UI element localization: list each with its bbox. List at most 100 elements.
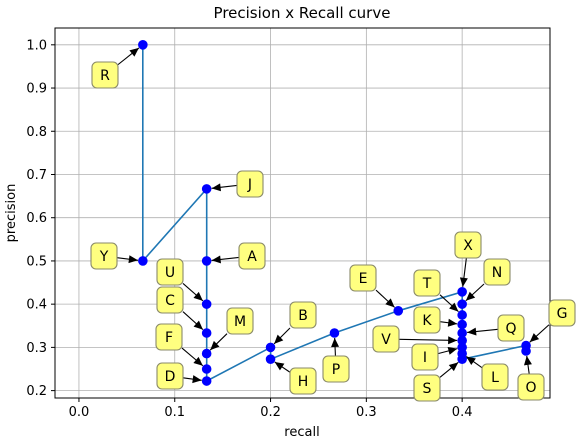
annotation-label: F bbox=[165, 330, 173, 346]
annotation-label: O bbox=[525, 380, 536, 396]
data-point bbox=[265, 342, 276, 353]
annotation-box bbox=[289, 301, 317, 329]
annotation-box bbox=[413, 269, 441, 297]
annotation-arrowhead bbox=[193, 356, 203, 366]
data-point bbox=[201, 299, 212, 309]
annotation-r: R bbox=[91, 47, 140, 89]
x-axis-label: recall bbox=[284, 425, 319, 440]
data-point bbox=[457, 299, 467, 309]
x-tick-label: 0.4 bbox=[452, 405, 473, 420]
annotation-label: J bbox=[247, 177, 252, 193]
annotation-s: S bbox=[413, 361, 459, 402]
data-point bbox=[393, 306, 404, 316]
data-point bbox=[201, 328, 212, 338]
annotation-box bbox=[90, 242, 118, 270]
data-point bbox=[201, 376, 212, 386]
annotation-label: K bbox=[422, 313, 432, 329]
annotation-label: H bbox=[298, 374, 309, 390]
y-tick-label: 1.0 bbox=[26, 38, 47, 53]
annotation-i: I bbox=[411, 343, 458, 371]
annotation-label: X bbox=[463, 238, 473, 254]
annotation-label: S bbox=[423, 381, 432, 397]
data-point bbox=[138, 256, 148, 266]
y-tick-label: 0.9 bbox=[26, 82, 47, 97]
annotation-box bbox=[155, 323, 183, 351]
axis-ticks: 0.0 0.1 0.2 0.3 0.4 0.2 0.3 0.4 0.5 0.6 0.7 0.8 0.9 1… bbox=[26, 38, 472, 420]
annotation-e: E bbox=[349, 264, 395, 308]
annotation-label: L bbox=[491, 370, 499, 386]
data-point bbox=[265, 354, 276, 364]
annotation-box bbox=[372, 325, 400, 353]
annotation-b: B bbox=[273, 301, 317, 345]
annotation-label: Y bbox=[99, 249, 109, 265]
annotation-arrowhead bbox=[459, 277, 468, 287]
annotation-box bbox=[411, 343, 439, 371]
data-point bbox=[329, 328, 340, 338]
annotation-o: O bbox=[517, 355, 545, 401]
annotation-box bbox=[517, 373, 545, 401]
annotation-box bbox=[91, 61, 119, 89]
annotation-j: J bbox=[211, 170, 264, 198]
annotation-box bbox=[413, 306, 441, 334]
x-tick-label: 0.2 bbox=[260, 405, 281, 420]
data-point bbox=[457, 310, 467, 320]
y-tick-label: 0.8 bbox=[26, 125, 47, 140]
annotation-arrowhead bbox=[193, 320, 203, 330]
annotation-g: G bbox=[529, 299, 576, 343]
annotation-arrowhead bbox=[211, 183, 222, 192]
annotation-label: E bbox=[359, 271, 368, 287]
annotation-k: K bbox=[413, 306, 458, 334]
y-tick-label: 0.2 bbox=[26, 384, 47, 399]
annotation-arrowhead bbox=[448, 336, 458, 345]
y-tick-label: 0.3 bbox=[26, 341, 47, 356]
annotation-box bbox=[156, 362, 184, 390]
data-point bbox=[457, 354, 467, 364]
y-tick-label: 0.4 bbox=[26, 298, 47, 313]
annotation-label: I bbox=[423, 350, 427, 366]
y-tick-label: 0.6 bbox=[26, 211, 47, 226]
annotation-label: T bbox=[422, 276, 432, 292]
annotation-d: D bbox=[156, 362, 202, 390]
annotation-box bbox=[236, 170, 264, 198]
annotation-arrowhead bbox=[274, 334, 284, 344]
annotation-l: L bbox=[465, 356, 509, 391]
annotation-box bbox=[322, 355, 350, 383]
annotation-box bbox=[481, 363, 509, 391]
chart-title: Precision x Recall curve bbox=[214, 4, 391, 22]
annotation-x: X bbox=[454, 231, 482, 287]
annotation-label: N bbox=[492, 265, 502, 281]
annotation-arrowhead bbox=[447, 318, 458, 327]
annotation-u: U bbox=[156, 258, 204, 302]
plot-area-frame bbox=[54, 27, 551, 399]
curve-points bbox=[138, 40, 531, 386]
annotation-label: M bbox=[234, 314, 246, 330]
annotation-arrowhead bbox=[465, 291, 476, 301]
data-point bbox=[201, 348, 212, 359]
annotation-box bbox=[226, 307, 254, 335]
data-point bbox=[521, 346, 531, 356]
annotation-t: T bbox=[413, 269, 459, 313]
annotation-label: P bbox=[332, 362, 340, 378]
annotation-label: C bbox=[165, 293, 175, 309]
annotation-arrowhead bbox=[274, 361, 285, 371]
annotation-q: Q bbox=[467, 314, 525, 342]
annotation-label: G bbox=[557, 306, 568, 322]
annotation-h: H bbox=[274, 361, 317, 395]
annotation-box bbox=[238, 242, 266, 270]
annotation-m: M bbox=[209, 307, 254, 351]
annotation-label: A bbox=[247, 249, 257, 265]
annotation-arrowhead bbox=[210, 340, 220, 351]
annotation-box bbox=[349, 264, 377, 292]
gridlines bbox=[55, 28, 550, 398]
annotation-label: R bbox=[100, 68, 110, 84]
annotation-label: V bbox=[381, 332, 391, 348]
annotation-arrowhead bbox=[128, 255, 138, 264]
annotation-arrowhead bbox=[529, 333, 540, 343]
annotation-arrowhead bbox=[385, 298, 395, 308]
annotation-label: Q bbox=[505, 321, 516, 337]
annotation-box bbox=[156, 286, 184, 314]
annotation-y: Y bbox=[90, 242, 138, 270]
annotation-box bbox=[497, 314, 525, 342]
annotation-box bbox=[156, 258, 184, 286]
data-point bbox=[201, 256, 212, 266]
